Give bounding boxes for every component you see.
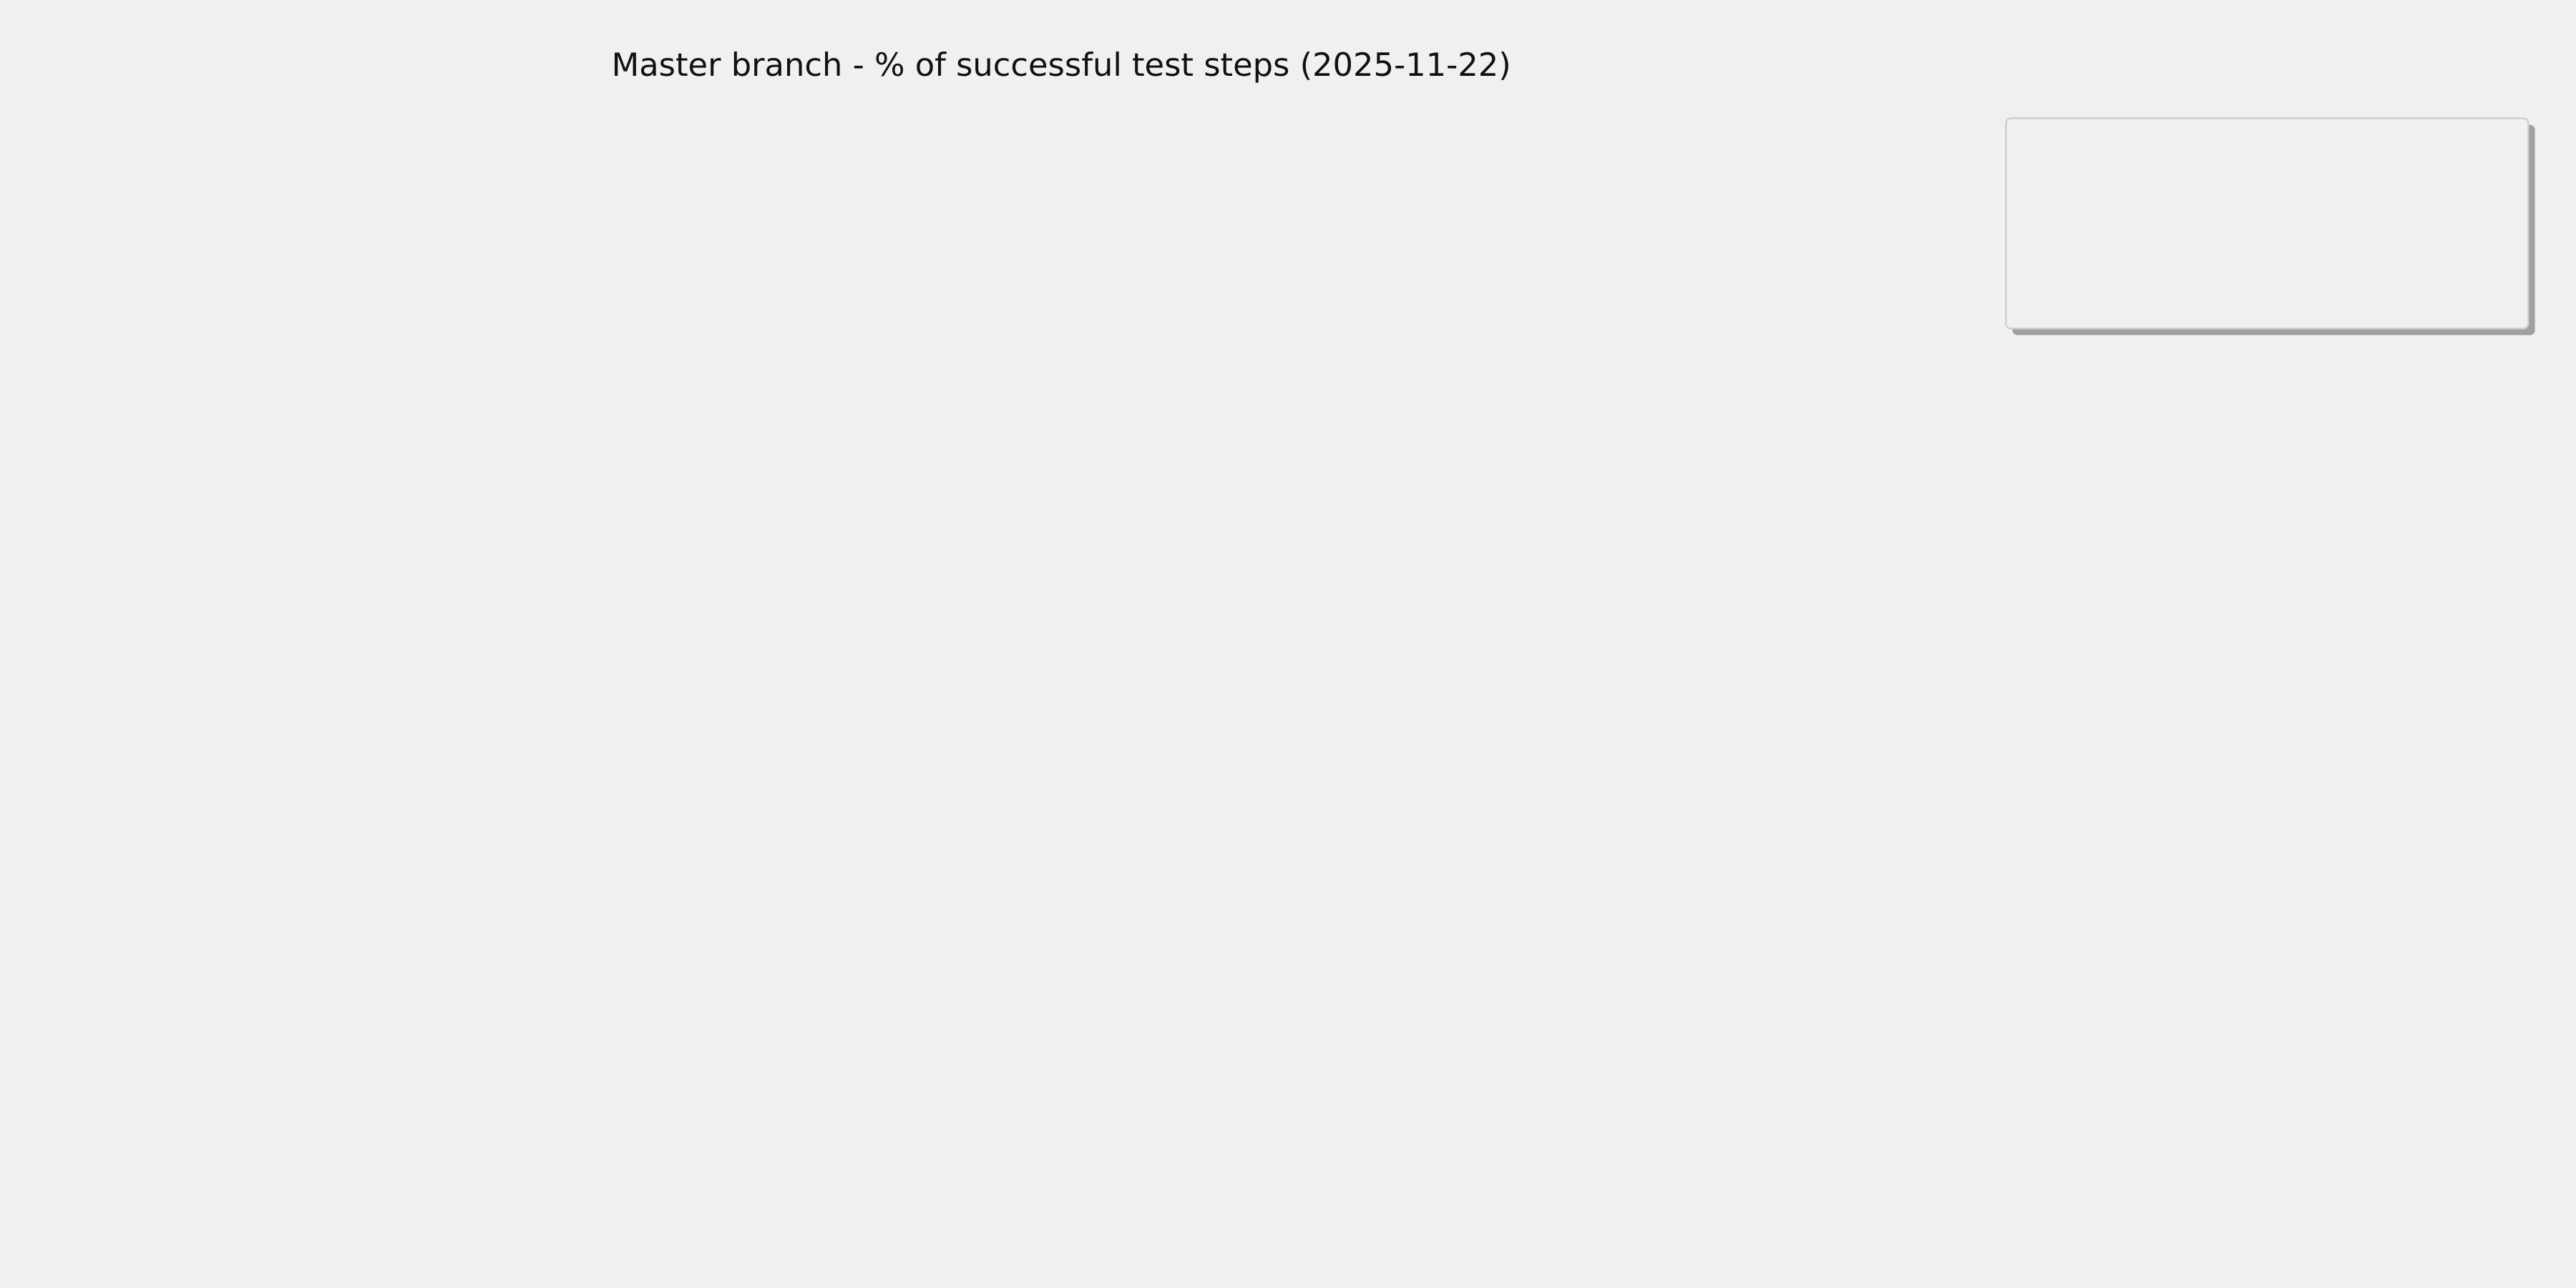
legend [2005,117,2535,336]
legend-box [2005,117,2529,330]
chart-title: Master branch - % of successful test ste… [612,46,1511,84]
